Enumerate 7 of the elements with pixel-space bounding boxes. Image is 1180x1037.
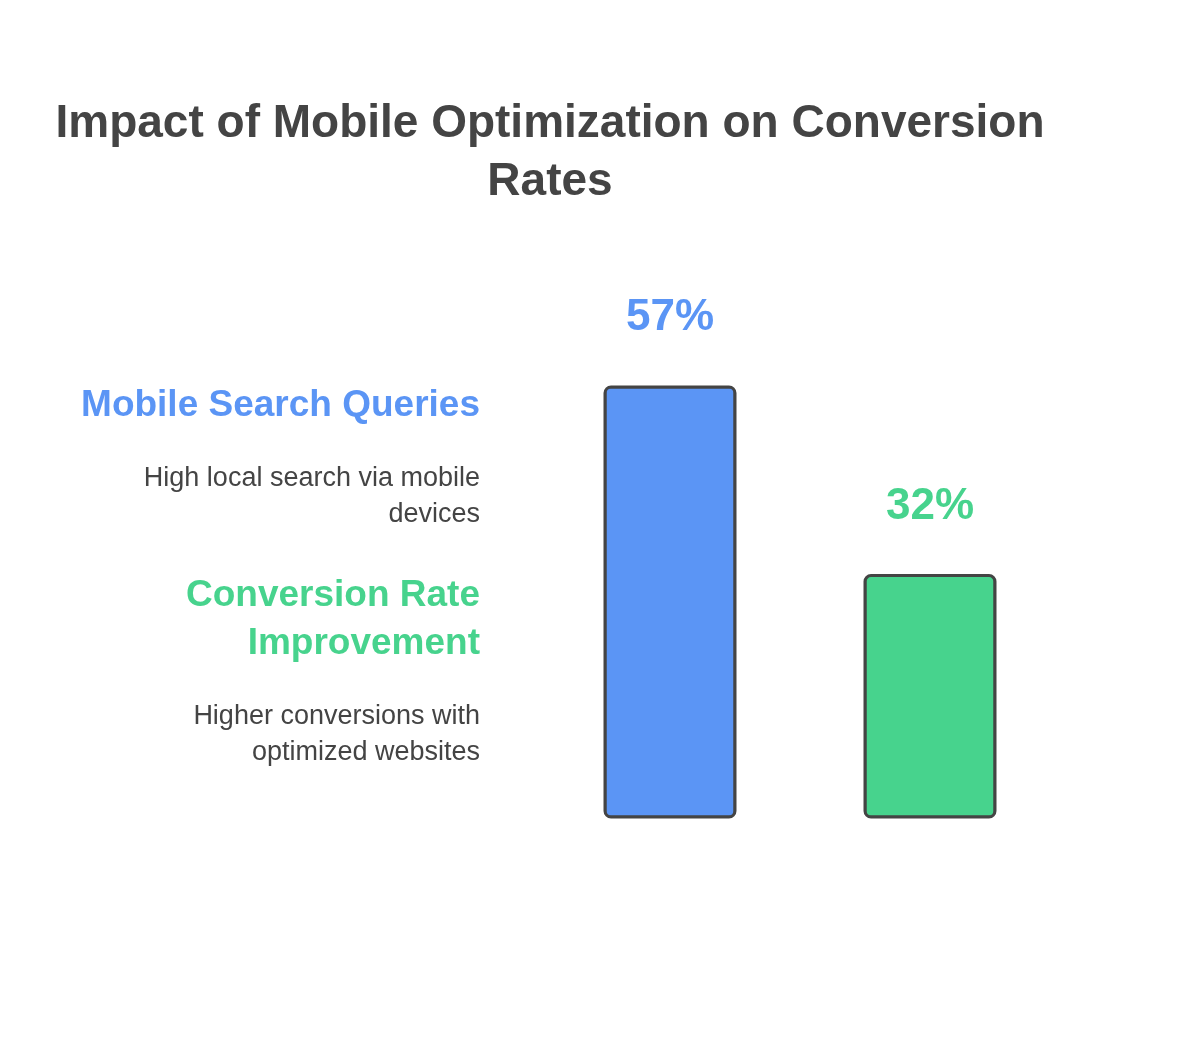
text: Mobile Search Queries (81, 383, 480, 424)
data-label: 32% (885, 478, 975, 528)
text: High local search via mobile devices (143, 462, 480, 528)
text: Higher conversions with optimized websites (193, 700, 480, 766)
data-label: 57% (625, 290, 715, 339)
chart-title: Impact of Mobile Optimization on Conversion Rates (55, 95, 1045, 205)
text: Conversion Rate Improvement (185, 573, 480, 662)
